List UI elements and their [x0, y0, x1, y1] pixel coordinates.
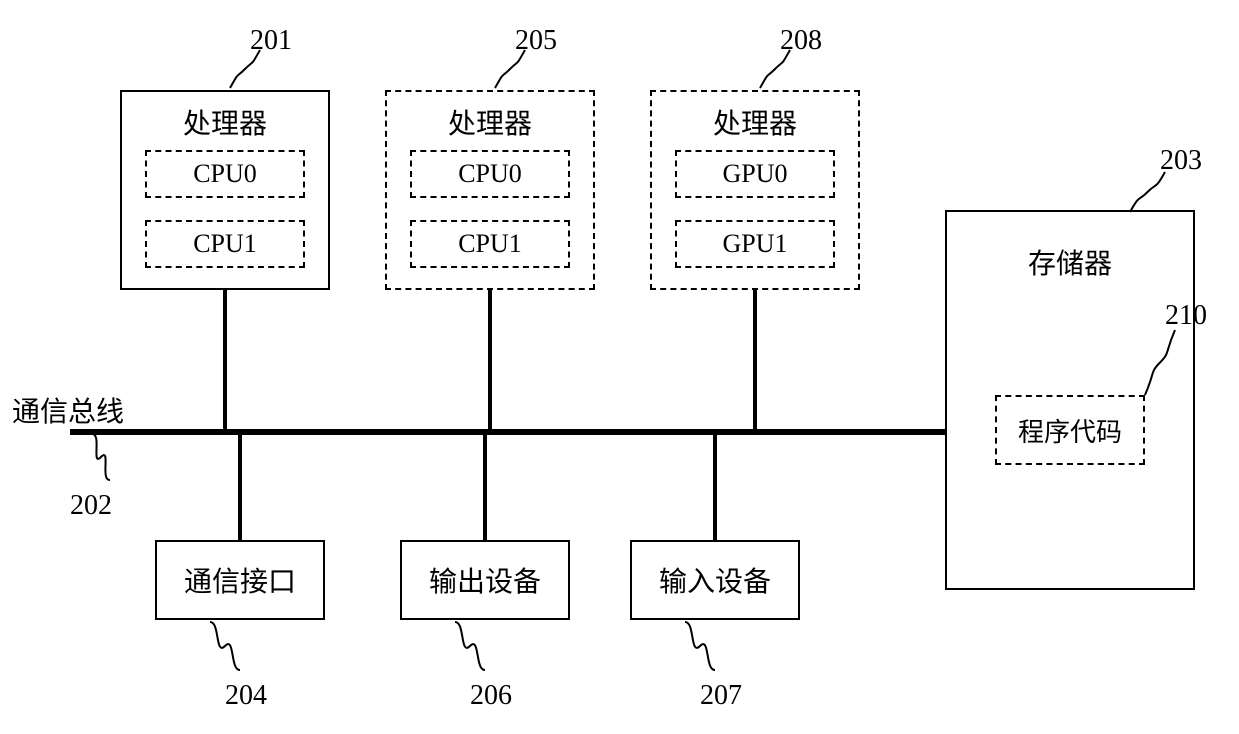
ref-202: 202 — [70, 490, 112, 522]
bus-label: 通信总线 — [12, 390, 124, 430]
cpu0-box-205: CPU0 — [410, 150, 570, 198]
output-device-label: 输出设备 — [429, 560, 541, 600]
processor-201-title: 处理器 — [122, 102, 328, 142]
processor-208-title: 处理器 — [652, 102, 858, 142]
ref-208: 208 — [780, 25, 822, 57]
memory-title: 存储器 — [947, 242, 1193, 282]
processor-205-title: 处理器 — [387, 102, 593, 142]
diagram-stage: 通信总线 处理器 CPU0 CPU1 201 处理器 CPU0 CPU1 205… — [0, 0, 1239, 734]
ref-203: 203 — [1160, 145, 1202, 177]
cpu1-box-201: CPU1 — [145, 220, 305, 268]
cpu0-box-201: CPU0 — [145, 150, 305, 198]
comm-interface-label: 通信接口 — [184, 560, 296, 600]
comm-interface-204: 通信接口 — [155, 540, 325, 620]
ref-210: 210 — [1165, 300, 1207, 332]
output-device-206: 输出设备 — [400, 540, 570, 620]
program-code-210: 程序代码 — [995, 395, 1145, 465]
ref-201: 201 — [250, 25, 292, 57]
gpu1-box-208: GPU1 — [675, 220, 835, 268]
program-code-label: 程序代码 — [1018, 412, 1122, 449]
ref-207: 207 — [700, 680, 742, 712]
gpu0-box-208: GPU0 — [675, 150, 835, 198]
input-device-label: 输入设备 — [659, 560, 771, 600]
input-device-207: 输入设备 — [630, 540, 800, 620]
cpu1-box-205: CPU1 — [410, 220, 570, 268]
ref-205: 205 — [515, 25, 557, 57]
ref-206: 206 — [470, 680, 512, 712]
ref-204: 204 — [225, 680, 267, 712]
